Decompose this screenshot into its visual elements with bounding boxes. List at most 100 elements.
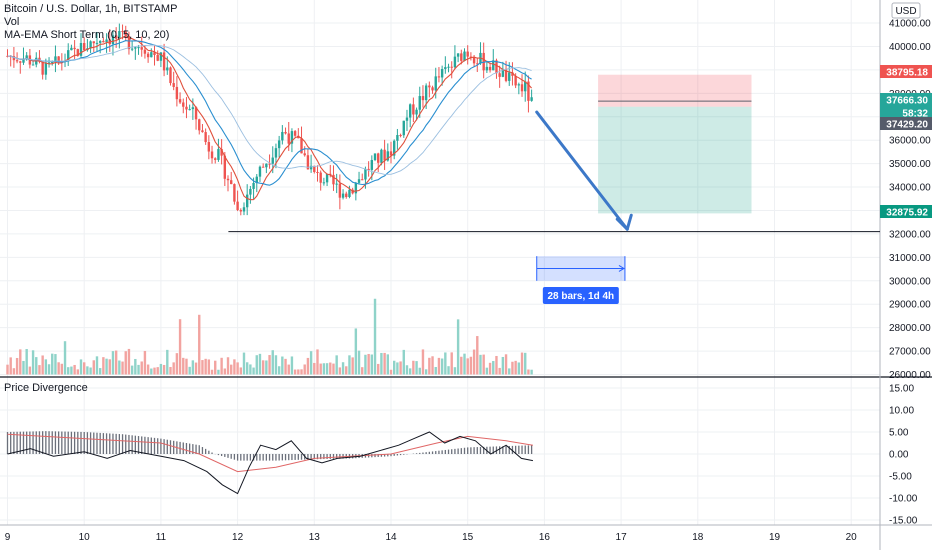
candle-body — [271, 157, 274, 164]
price-tick-label: 36000.00 — [889, 136, 931, 147]
volume-bar — [207, 359, 211, 375]
price-tick-label: 35000.00 — [889, 159, 931, 170]
candle-body — [252, 182, 255, 189]
candle-body — [41, 61, 44, 75]
price-tick-label: 26000.00 — [889, 370, 931, 381]
candle-body — [354, 182, 358, 194]
volume-bar — [424, 369, 428, 375]
volume-bar — [153, 367, 156, 375]
volume-bar — [284, 358, 287, 375]
candle-body — [412, 104, 415, 115]
volume-bar — [453, 367, 457, 375]
time-tick-label: 11 — [156, 532, 167, 543]
candle-body — [367, 168, 370, 170]
volume-bar — [274, 355, 278, 375]
volume-bar — [255, 355, 258, 375]
candle-body — [338, 183, 342, 198]
candle-body — [440, 69, 444, 78]
volume-bar — [415, 361, 418, 375]
candle-body — [348, 189, 351, 198]
candle-body — [140, 47, 143, 50]
candle-body — [239, 210, 242, 212]
candle-body — [392, 140, 396, 156]
volume-bar — [386, 354, 390, 375]
candle-body — [175, 86, 179, 100]
candle-body — [67, 50, 70, 61]
volume-bar — [345, 366, 348, 375]
candle-body — [421, 96, 425, 101]
volume-bar — [271, 350, 274, 375]
volume-bar — [341, 362, 345, 375]
candle-body — [293, 131, 297, 136]
histogram-bars — [6, 431, 533, 461]
volume-bar — [482, 354, 485, 375]
candle-body — [118, 31, 121, 39]
candle-body — [402, 120, 405, 136]
volume-bar — [431, 356, 434, 375]
time-tick-label: 18 — [692, 532, 704, 543]
candle-body — [325, 173, 329, 183]
volume-bar — [86, 366, 89, 375]
price-tag-label: 32875.92 — [886, 208, 928, 219]
volume-bar — [527, 369, 530, 375]
volume-bar — [396, 362, 399, 375]
candle-body — [488, 66, 492, 71]
candle-body — [287, 133, 290, 144]
candle-body — [469, 56, 473, 58]
candle-body — [373, 153, 377, 161]
volume-bar — [463, 353, 466, 375]
candle-body — [210, 151, 214, 159]
candle-body — [207, 142, 211, 152]
time-tick-label: 13 — [309, 532, 321, 543]
volume-bar — [83, 362, 86, 375]
volume-bar — [450, 352, 453, 375]
volume-bar — [76, 369, 80, 375]
volume-bar — [338, 367, 342, 375]
volume-bar — [466, 358, 469, 375]
volume-bar — [150, 368, 153, 375]
candle-body — [127, 35, 131, 50]
volume-bar — [348, 355, 351, 375]
volume-bar — [367, 353, 370, 375]
price-tag-label: 37429.20 — [886, 120, 928, 131]
candle-body — [73, 47, 76, 50]
candle-body — [162, 52, 166, 71]
osc-tick-label: 0.00 — [889, 450, 909, 461]
volume-bar — [261, 360, 265, 375]
volume-bar — [140, 361, 143, 375]
candle-body — [217, 149, 220, 160]
volume-bar — [54, 354, 57, 375]
candle-body — [290, 131, 294, 144]
oscillator-line — [7, 433, 533, 473]
volume-bar — [354, 328, 358, 375]
candle-body — [156, 55, 159, 61]
volume-bar — [15, 357, 19, 375]
volume-bar — [290, 356, 294, 375]
candle-body — [89, 41, 92, 49]
candle-body — [258, 166, 262, 177]
volume-bar — [230, 364, 233, 375]
volume-bar — [143, 350, 147, 375]
candle-body — [201, 130, 204, 133]
volume-bar — [332, 363, 335, 375]
osc-tick-label: -10.00 — [889, 494, 918, 505]
volume-bar — [95, 356, 99, 375]
volume-bar — [447, 366, 450, 375]
candle-body — [25, 55, 28, 59]
candle-body — [520, 84, 524, 92]
candle-body — [476, 63, 479, 65]
volume-bar — [309, 351, 313, 375]
volume-bar — [335, 355, 338, 375]
volume-bar — [22, 360, 25, 375]
candle-body — [15, 60, 19, 62]
volume-bar — [408, 368, 412, 375]
volume-bar — [479, 354, 482, 375]
candle-body — [51, 62, 54, 64]
candle-body — [300, 138, 303, 154]
candle-body — [495, 60, 498, 74]
volume-bar — [198, 314, 201, 375]
candle-body — [453, 56, 457, 68]
candle-body — [130, 48, 134, 50]
time-tick-label: 10 — [79, 532, 91, 543]
